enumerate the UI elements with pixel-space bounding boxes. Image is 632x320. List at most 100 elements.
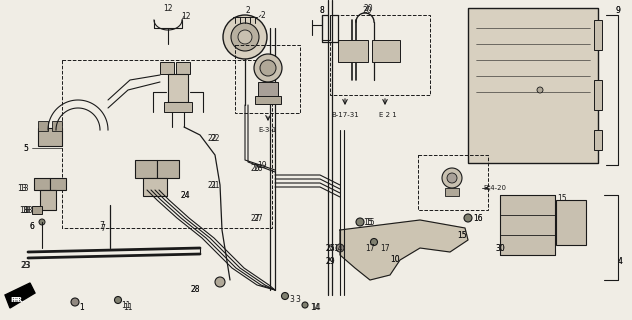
Text: 11: 11 [123, 303, 133, 313]
Text: 14: 14 [311, 303, 321, 313]
Bar [34, 178, 50, 190]
Bar [255, 96, 281, 104]
Bar [62, 60, 272, 228]
Bar [135, 160, 157, 178]
Bar [50, 178, 66, 190]
Text: 13: 13 [19, 183, 29, 193]
Text: 22: 22 [207, 133, 217, 142]
Text: 15: 15 [457, 230, 467, 239]
Text: 14: 14 [333, 244, 343, 252]
Bar [52, 121, 62, 131]
Text: 9: 9 [616, 5, 621, 14]
Text: 19: 19 [257, 161, 267, 170]
Text: 18: 18 [21, 205, 31, 214]
Bar [32, 206, 42, 214]
Text: 14: 14 [310, 303, 320, 313]
Text: B-4-20: B-4-20 [483, 185, 506, 191]
Text: 20: 20 [363, 4, 373, 12]
Text: 3: 3 [296, 295, 300, 305]
Text: 7: 7 [100, 220, 104, 229]
Text: 4: 4 [617, 258, 623, 267]
Text: 15: 15 [457, 230, 467, 239]
Bar [157, 160, 179, 178]
Text: 26: 26 [250, 164, 260, 172]
Text: 15: 15 [363, 218, 373, 227]
Text: 29: 29 [325, 258, 335, 267]
Bar [594, 20, 602, 50]
Text: 20: 20 [362, 5, 372, 14]
Text: 14: 14 [325, 244, 335, 252]
Bar [556, 200, 586, 245]
Text: 16: 16 [473, 213, 483, 222]
Text: 28: 28 [190, 285, 200, 294]
Circle shape [114, 297, 121, 303]
Text: 12: 12 [163, 4, 173, 12]
Circle shape [231, 23, 259, 51]
Text: 29: 29 [325, 258, 335, 267]
Text: 25: 25 [325, 244, 335, 252]
Text: E 2 1: E 2 1 [379, 112, 397, 118]
Bar [258, 82, 278, 96]
Bar [594, 130, 602, 150]
Text: 3: 3 [289, 295, 295, 305]
Circle shape [215, 277, 225, 287]
Text: 16: 16 [473, 213, 483, 222]
Text: 6: 6 [30, 221, 34, 230]
Bar [468, 8, 598, 163]
Text: 1: 1 [80, 303, 85, 313]
Text: B-17-31: B-17-31 [331, 112, 359, 118]
Circle shape [260, 60, 276, 76]
Text: 13: 13 [17, 183, 27, 193]
Polygon shape [340, 220, 468, 280]
Text: 8: 8 [320, 5, 324, 14]
Circle shape [238, 30, 252, 44]
Text: 18: 18 [19, 205, 28, 214]
Text: 9: 9 [616, 5, 621, 14]
Text: 17: 17 [380, 244, 390, 252]
Text: 30: 30 [495, 244, 505, 252]
Text: 1: 1 [80, 303, 85, 313]
Text: 25: 25 [325, 244, 335, 252]
Bar [143, 178, 167, 196]
Text: 11: 11 [121, 301, 131, 310]
Circle shape [39, 219, 45, 225]
Circle shape [336, 244, 344, 252]
Text: 21: 21 [210, 180, 220, 189]
Bar [164, 102, 192, 112]
Bar [330, 15, 430, 95]
Text: 2: 2 [246, 5, 250, 14]
Circle shape [281, 292, 288, 300]
Bar [40, 190, 56, 210]
Text: 15: 15 [557, 194, 567, 203]
Text: 5: 5 [23, 143, 28, 153]
Text: 10: 10 [390, 255, 400, 265]
Text: 22: 22 [210, 133, 220, 142]
Bar [594, 80, 602, 110]
Text: 18: 18 [23, 205, 33, 214]
Bar [338, 40, 368, 62]
Polygon shape [5, 283, 35, 308]
Text: 24: 24 [180, 190, 190, 199]
Text: FR.: FR. [10, 297, 23, 303]
Circle shape [537, 87, 543, 93]
Circle shape [464, 214, 472, 222]
Text: 5: 5 [23, 143, 28, 153]
Text: 27: 27 [253, 213, 263, 222]
Bar [445, 188, 459, 196]
Text: 4: 4 [617, 258, 623, 267]
Circle shape [302, 302, 308, 308]
Text: 23: 23 [20, 260, 30, 269]
Circle shape [254, 54, 282, 82]
Bar [372, 40, 400, 62]
Text: 2: 2 [260, 11, 265, 20]
Bar [38, 128, 62, 146]
Text: 24: 24 [180, 190, 190, 199]
Text: 27: 27 [250, 213, 260, 222]
Text: 28: 28 [190, 285, 200, 294]
Circle shape [71, 298, 79, 306]
Text: 8: 8 [320, 5, 324, 14]
Text: 23: 23 [21, 260, 31, 269]
Bar [500, 195, 555, 255]
Circle shape [223, 15, 267, 59]
Text: 7: 7 [100, 223, 106, 233]
